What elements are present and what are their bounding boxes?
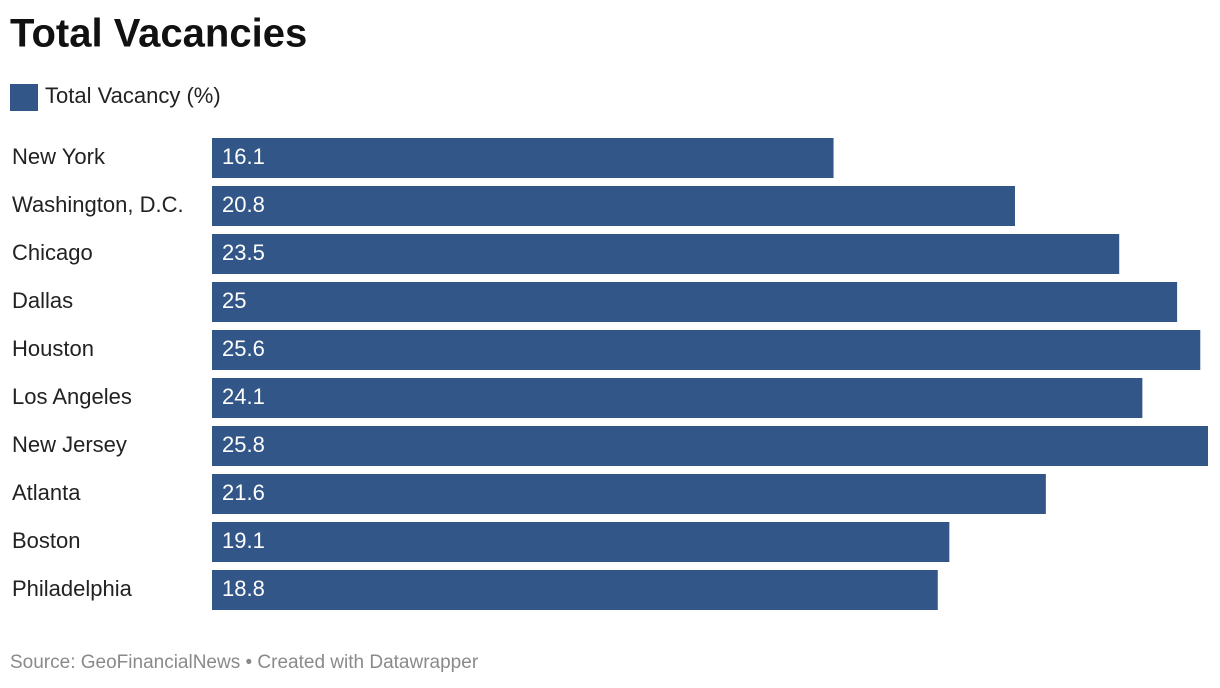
category-label: Los Angeles: [12, 384, 132, 409]
category-label: Atlanta: [12, 480, 81, 505]
category-label: New Jersey: [12, 432, 127, 457]
category-label: New York: [12, 144, 106, 169]
legend-label: Total Vacancy (%): [45, 83, 221, 108]
category-label: Washington, D.C.: [12, 192, 184, 217]
bar: [212, 138, 834, 178]
footer: Source: GeoFinancialNews • Created with …: [10, 652, 479, 673]
value-label: 20.8: [222, 192, 265, 217]
bar: [212, 522, 950, 562]
category-label: Chicago: [12, 240, 93, 265]
value-label: 21.6: [222, 480, 265, 505]
value-label: 18.8: [222, 576, 265, 601]
value-label: 23.5: [222, 240, 265, 265]
value-label: 16.1: [222, 144, 265, 169]
bar: [212, 186, 1015, 226]
bar: [212, 474, 1046, 514]
category-label: Houston: [12, 336, 94, 361]
category-label: Dallas: [12, 288, 73, 313]
bar: [212, 330, 1201, 370]
bar: [212, 570, 938, 610]
value-label: 25.8: [222, 432, 265, 457]
bar: [212, 234, 1120, 274]
bar: [212, 426, 1208, 466]
category-label: Boston: [12, 528, 81, 553]
category-label: Philadelphia: [12, 576, 133, 601]
chart-title: Total Vacancies: [10, 12, 307, 56]
value-label: 25: [222, 288, 246, 313]
bar: [212, 378, 1143, 418]
value-label: 19.1: [222, 528, 265, 553]
value-label: 25.6: [222, 336, 265, 361]
value-label: 24.1: [222, 384, 265, 409]
legend-swatch: [10, 84, 38, 111]
bar: [212, 282, 1178, 322]
